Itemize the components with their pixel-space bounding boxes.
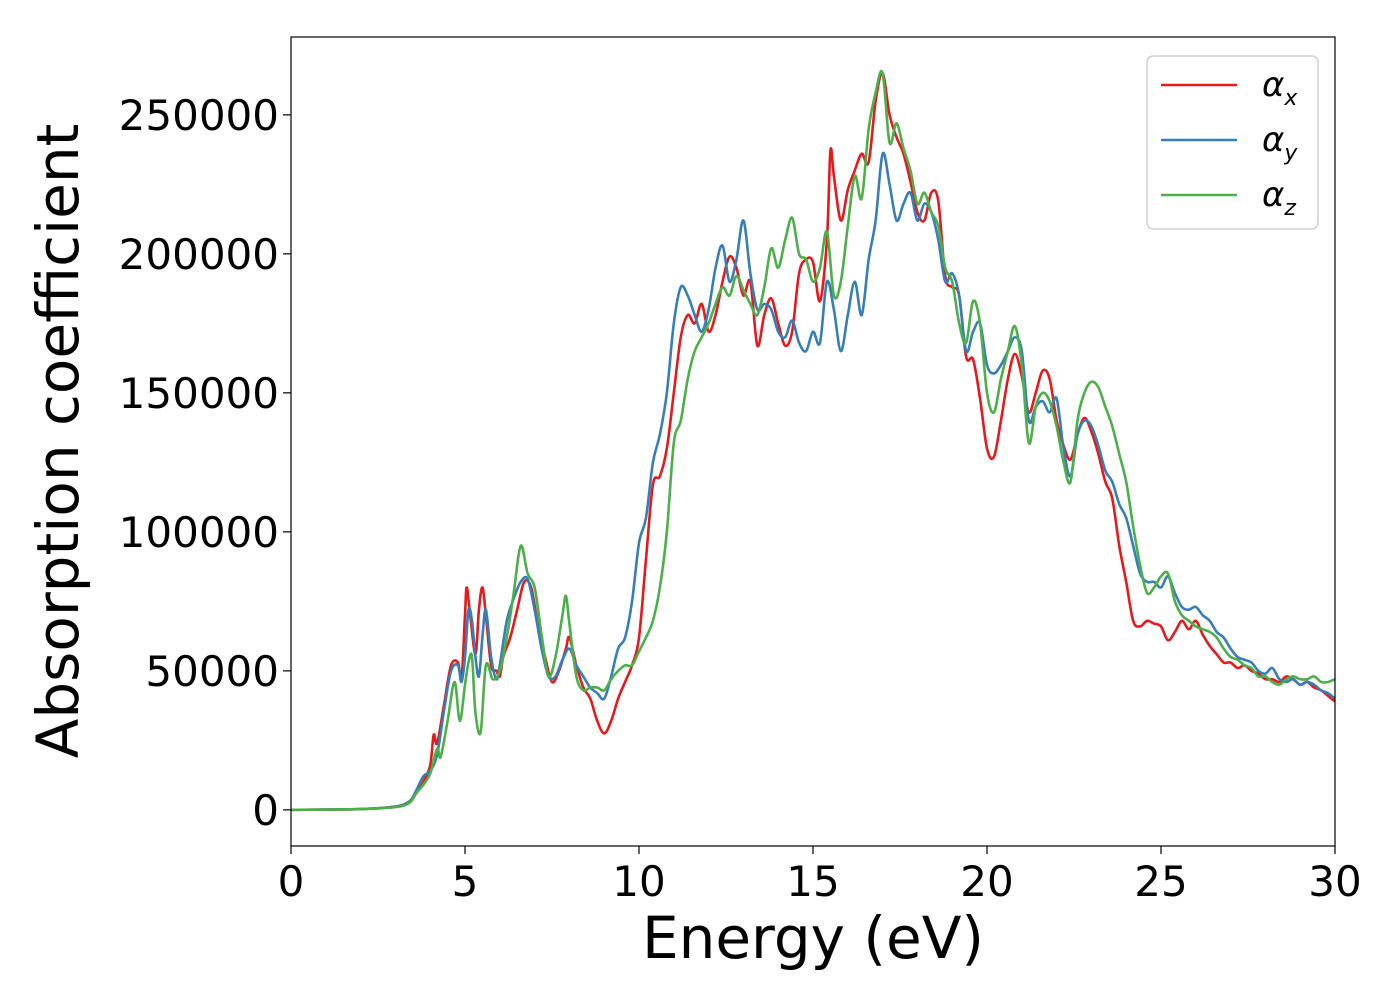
y-tick-label: 0 <box>252 786 279 835</box>
series-line-x <box>290 71 1336 812</box>
y-tick-label: 100000 <box>119 508 279 557</box>
y-axis-ticks: 0 50000 100000 150000 200000 250000 <box>119 91 291 835</box>
x-tick-label: 5 <box>452 857 479 906</box>
x-tick-label: 25 <box>1134 857 1187 906</box>
x-tick-label: 10 <box>612 857 665 906</box>
y-tick-label: 250000 <box>119 91 279 140</box>
x-axis-ticks: 0 5 10 15 20 25 30 <box>278 846 1362 906</box>
legend-label-y: αy <box>1262 120 1298 166</box>
legend-entries: αx αy αz <box>1161 65 1298 221</box>
series-layer <box>290 69 1336 812</box>
series-line-y <box>290 151 1336 812</box>
x-tick-label: 15 <box>786 857 839 906</box>
y-axis-title: Absorption coefficient <box>24 124 92 759</box>
legend-label-z: αz <box>1262 175 1296 221</box>
y-tick-label: 200000 <box>119 230 279 279</box>
x-axis-title: Energy (eV) <box>642 904 984 972</box>
y-tick-label: 50000 <box>145 647 279 696</box>
legend-box <box>1146 55 1319 230</box>
y-tick-label: 150000 <box>119 369 279 418</box>
series-line-z <box>290 69 1336 812</box>
x-tick-label: 30 <box>1308 857 1361 906</box>
legend-label-x: αx <box>1262 65 1298 111</box>
x-tick-label: 20 <box>960 857 1013 906</box>
x-tick-label: 0 <box>278 857 305 906</box>
legend: αx αy αz <box>1146 55 1319 230</box>
